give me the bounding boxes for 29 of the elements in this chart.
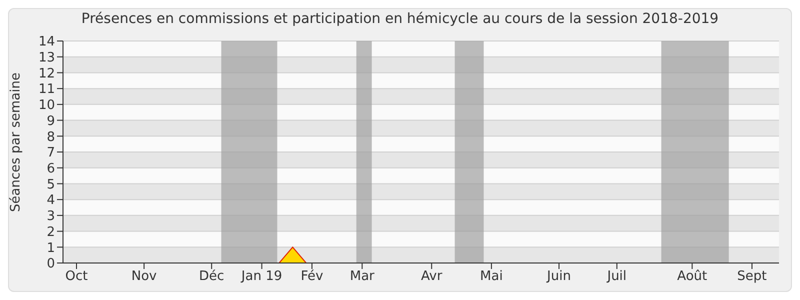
x-tick-label: Août <box>677 269 708 284</box>
x-tick-label: Mai <box>480 269 503 284</box>
y-tick-label: 12 <box>38 66 55 82</box>
y-tick-label: 3 <box>46 209 55 224</box>
y-tick-label: 6 <box>46 161 55 176</box>
x-tick-label: Juin <box>546 269 571 284</box>
x-tick-label: Nov <box>131 269 158 284</box>
x-tick-label: Sept <box>737 269 767 284</box>
x-tick-label: Fév <box>300 269 324 284</box>
y-tick-label: 11 <box>38 82 55 98</box>
y-tick-label: 7 <box>46 146 55 161</box>
chart-title: Présences en commissions et participation en hémicycle au cours de la session 2018-2019 <box>80 10 720 29</box>
y-tick-label: 10 <box>38 98 55 114</box>
y-tick-label: 13 <box>38 50 55 66</box>
y-tick-label: 2 <box>46 224 55 240</box>
y-tick-label: 8 <box>46 130 55 145</box>
y-tick-label: 5 <box>46 177 55 192</box>
x-tick-label: Déc <box>199 269 224 284</box>
y-tick-label: 4 <box>46 193 55 208</box>
x-tick-label: Avr <box>421 269 443 284</box>
y-tick-label: 14 <box>38 34 55 50</box>
x-tick-label: Mar <box>350 269 376 284</box>
y-tick-label: 0 <box>46 256 55 272</box>
x-tick-label: Juil <box>606 269 627 284</box>
y-tick-label: 1 <box>46 240 55 256</box>
x-tick-label: Jan 19 <box>240 269 282 284</box>
y-axis-title: Séances par semaine <box>8 72 24 212</box>
x-tick-label: Oct <box>65 269 88 284</box>
y-tick-label: 9 <box>46 114 55 129</box>
